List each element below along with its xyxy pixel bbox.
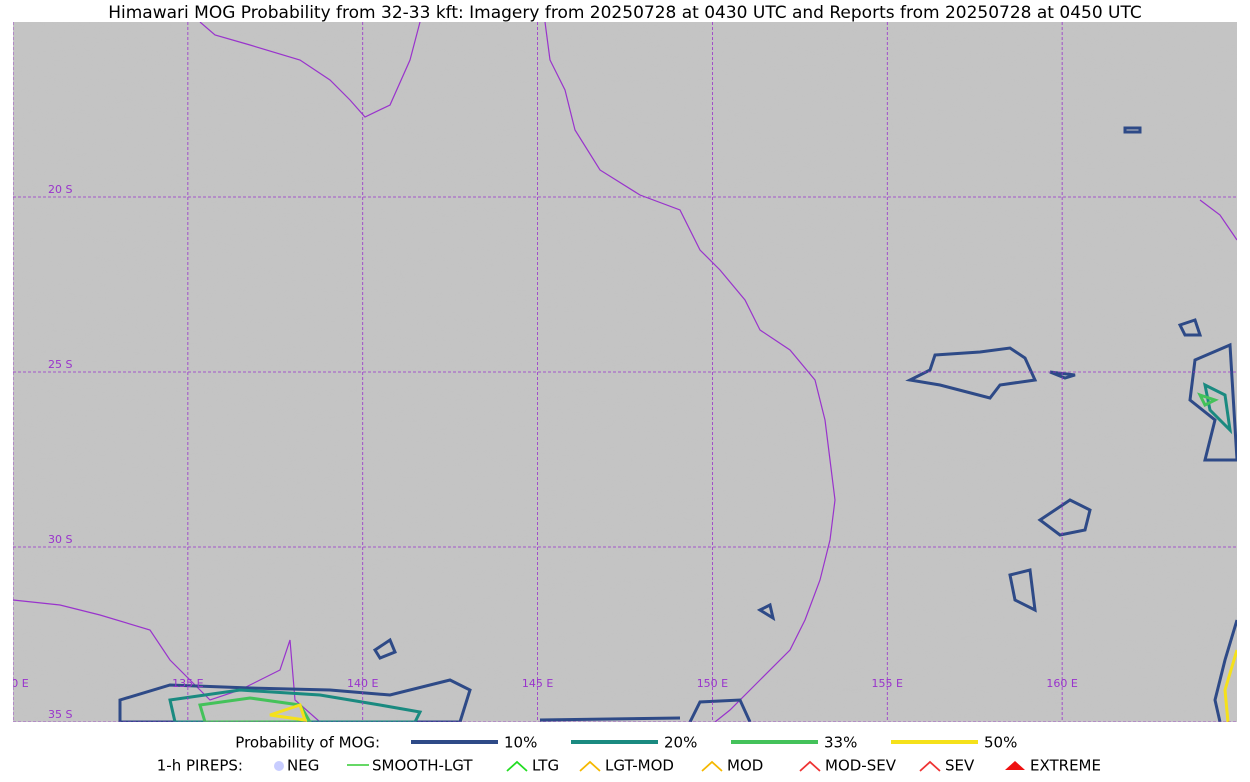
longitude-label: 130 E (0, 677, 29, 690)
latitude-label: 30 S (48, 533, 72, 546)
latitude-label: 25 S (48, 358, 72, 371)
legend-label: MOD-SEV (825, 757, 897, 775)
longitude-label: 160 E (1046, 677, 1077, 690)
title: Himawari MOG Probability from 32-33 kft:… (108, 3, 1142, 23)
legend-title: 1-h PIREPS: (157, 757, 243, 775)
legend-label: LGT-MOD (605, 757, 674, 775)
legend-label: LTG (532, 757, 559, 775)
coastlines (13, 22, 1237, 722)
legend-label: EXTREME (1030, 757, 1101, 775)
latitude-label: 35 S (48, 708, 72, 721)
latitude-label: 20 S (48, 183, 72, 196)
legend-symbol (506, 760, 528, 772)
legend-symbol (919, 760, 941, 772)
legend-symbol (701, 760, 723, 772)
legend-label: SMOOTH-LGT (372, 757, 473, 775)
legend-symbol (1005, 761, 1025, 770)
legend-symbol (799, 760, 821, 772)
longitude-label: 145 E (522, 677, 553, 690)
longitude-label: 140 E (347, 677, 378, 690)
map: 130 E 135 E 140 E 145 E 150 E 155 E 160 E 20 S 2… (0, 22, 1237, 722)
longitude-label: 135 E (172, 677, 203, 690)
legend-label: 50% (984, 734, 1017, 752)
legend-label: 10% (504, 734, 537, 752)
legend: Probability of MOG: 10% 20% 33% 50% 1-h PIREP… (157, 734, 1101, 775)
legend-label: NEG (287, 757, 319, 775)
graticule: 130 E 135 E 140 E 145 E 150 E 155 E 160 E 20 S 2… (0, 22, 1237, 722)
legend-title: Probability of MOG: (235, 734, 380, 752)
longitude-label: 155 E (872, 677, 903, 690)
legend-label: 33% (824, 734, 857, 752)
legend-symbol (274, 761, 284, 771)
longitude-label: 150 E (697, 677, 728, 690)
legend-label: SEV (945, 757, 975, 775)
legend-label: MOD (727, 757, 763, 775)
legend-symbol (579, 760, 601, 772)
legend-label: 20% (664, 734, 697, 752)
